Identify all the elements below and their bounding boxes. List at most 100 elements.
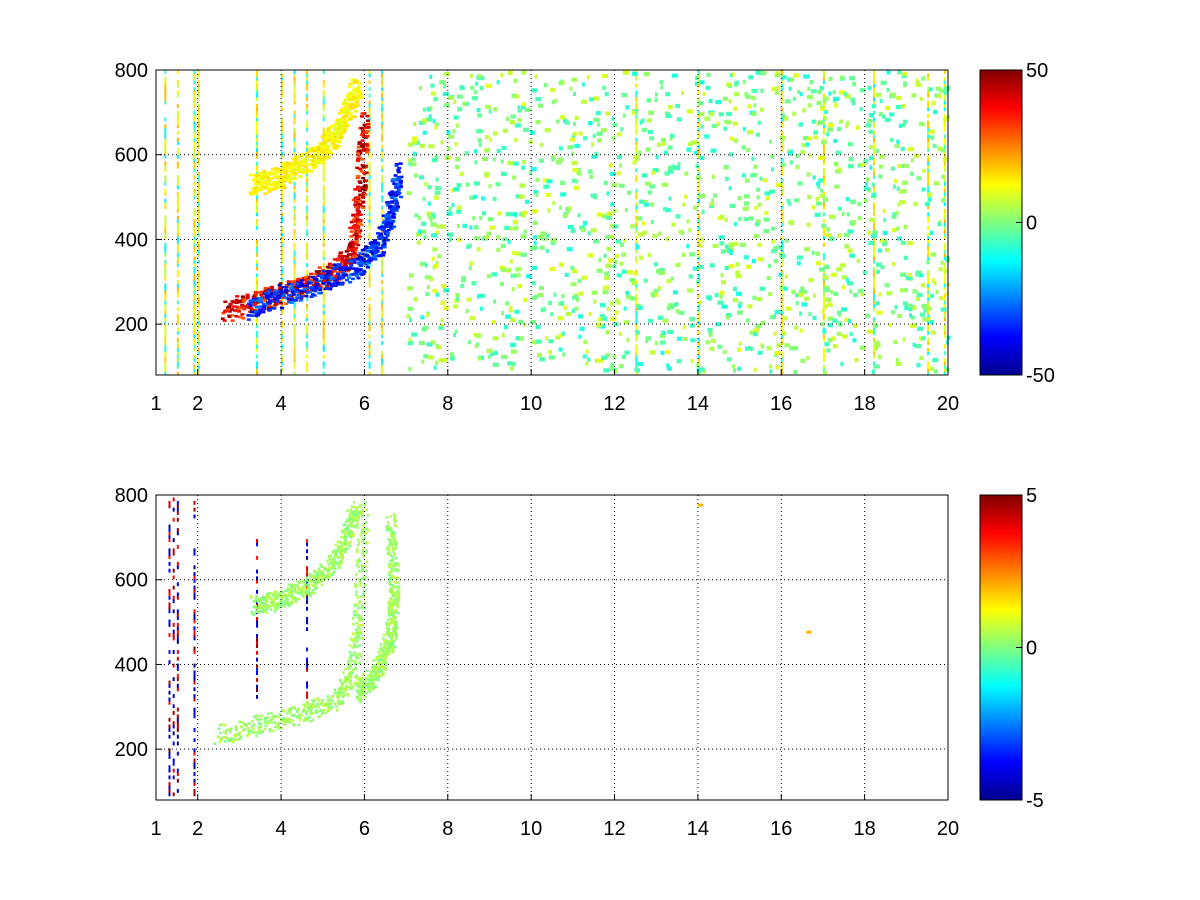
heatmap-cell (281, 175, 286, 179)
heatmap-cell (793, 73, 800, 78)
heatmap-cell (301, 276, 306, 280)
heatmap-cell (360, 129, 365, 132)
heatmap-cell (368, 107, 371, 112)
heatmap-cell (911, 93, 917, 98)
heatmap-cell (696, 368, 702, 373)
heatmap-cell (172, 775, 175, 780)
heatmap-cell (356, 94, 361, 98)
heatmap-cell (176, 639, 179, 644)
heatmap-cell (279, 306, 284, 310)
heatmap-cell (284, 302, 289, 306)
heatmap-cell (626, 270, 633, 275)
heatmap-cell (514, 123, 521, 128)
heatmap-cell (896, 139, 900, 144)
heatmap-cell (243, 722, 246, 726)
heatmap-cell (943, 229, 946, 234)
heatmap-cell (901, 103, 906, 109)
heatmap-cell (381, 330, 384, 335)
heatmap-cell (675, 214, 681, 219)
heatmap-cell (168, 504, 171, 509)
heatmap-cell (381, 256, 384, 261)
heatmap-cell (872, 188, 875, 193)
heatmap-cell (917, 326, 924, 331)
heatmap-cell (293, 344, 296, 349)
heatmap-cell (697, 76, 700, 81)
heatmap-cell (927, 127, 930, 132)
heatmap-cell (361, 176, 366, 180)
heatmap-cell (567, 145, 574, 150)
heatmap-cell (272, 307, 277, 310)
heatmap-cell (253, 293, 258, 296)
heatmap-cell (897, 202, 901, 207)
heatmap-cell (381, 124, 384, 129)
heatmap-cell (872, 90, 875, 95)
heatmap-cell (193, 97, 196, 101)
heatmap-cell (176, 208, 179, 213)
heatmap-cell (697, 198, 700, 203)
heatmap-cell (176, 137, 179, 142)
heatmap-cell (904, 287, 908, 293)
heatmap-cell (281, 215, 284, 220)
heatmap-cell (599, 303, 606, 308)
heatmap-cell (822, 347, 825, 352)
heatmap-cell (356, 87, 361, 91)
heatmap-cell (354, 79, 359, 83)
heatmap-cell (696, 362, 701, 368)
heatmap-cell (342, 691, 346, 694)
heatmap-cell (258, 305, 263, 308)
heatmap-cell (193, 273, 196, 278)
heatmap-cell (257, 299, 262, 303)
heatmap-cell (543, 184, 550, 189)
heatmap-cell (352, 115, 357, 119)
heatmap-cell (279, 179, 284, 183)
heatmap-cell (354, 632, 357, 635)
heatmap-cell (365, 148, 370, 152)
heatmap-cell (647, 129, 653, 135)
heatmap-cell (164, 341, 167, 345)
heatmap-cell (347, 243, 352, 247)
heatmap-cell (912, 342, 916, 348)
heatmap-cell (273, 292, 278, 295)
heatmap-cell (659, 80, 664, 85)
heatmap-cell (635, 83, 638, 88)
heatmap-cell (822, 253, 825, 257)
heatmap-cell (728, 152, 733, 157)
heatmap-cell (589, 174, 594, 179)
heatmap-cell (269, 285, 274, 289)
heatmap-cell (872, 185, 875, 190)
heatmap-cell (781, 168, 784, 173)
heatmap-cell (930, 293, 935, 298)
heatmap-cell (193, 175, 196, 179)
heatmap-cell (281, 249, 284, 254)
heatmap-cell (339, 702, 343, 705)
heatmap-cell (368, 192, 371, 196)
heatmap-cell (306, 620, 309, 625)
heatmap-cell (664, 150, 669, 155)
heatmap-cell (259, 174, 264, 178)
heatmap-cell (884, 283, 890, 288)
heatmap-cell (927, 212, 930, 217)
heatmap-cell (333, 135, 338, 139)
heatmap-cell (505, 301, 510, 306)
heatmap-cell (193, 595, 196, 600)
heatmap-cell (413, 140, 420, 145)
heatmap-cell (927, 161, 930, 166)
heatmap-cell (351, 243, 356, 246)
heatmap-cell (781, 368, 784, 373)
heatmap-cell (891, 214, 897, 219)
heatmap-cell (256, 253, 259, 257)
heatmap-cell (569, 86, 573, 91)
heatmap-cell (440, 318, 444, 323)
heatmap-cell (629, 277, 636, 283)
heatmap-cell (282, 717, 285, 720)
heatmap-cell (660, 137, 666, 142)
heatmap-cell (234, 734, 238, 737)
heatmap-cell (943, 273, 946, 278)
heatmap-cell (322, 320, 325, 325)
heatmap-cell (481, 211, 486, 216)
heatmap-cell (306, 281, 311, 285)
heatmap-cell (256, 137, 259, 142)
heatmap-cell (354, 110, 359, 113)
heatmap-cell (168, 589, 171, 593)
heatmap-cell (690, 338, 696, 343)
